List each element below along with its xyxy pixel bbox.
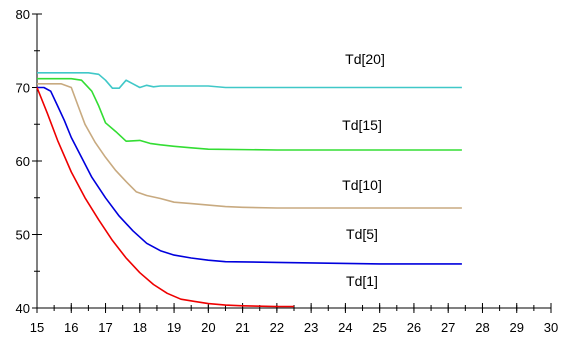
series-label: Td[1]: [346, 273, 378, 289]
series-label: Td[10]: [342, 177, 382, 193]
series-line-td5: [37, 86, 462, 265]
series-line-td20: [37, 72, 462, 89]
x-tick-label: 26: [407, 320, 421, 335]
series-label: Td[15]: [342, 117, 382, 133]
x-tick-label: 28: [475, 320, 489, 335]
y-tick-label: 70: [16, 81, 30, 96]
x-tick-label: 25: [372, 320, 386, 335]
series-label: Td[5]: [346, 226, 378, 242]
x-tick-label: 17: [98, 320, 112, 335]
x-tick-label: 24: [338, 320, 352, 335]
series-line-td15: [37, 77, 462, 151]
x-tick-label: 30: [544, 320, 558, 335]
x-tick-label: 19: [167, 320, 181, 335]
x-tick-label: 15: [30, 320, 44, 335]
series-label: Td[20]: [345, 51, 385, 67]
x-tick-label: 23: [304, 320, 318, 335]
y-tick-label: 50: [16, 228, 30, 243]
x-tick-label: 20: [201, 320, 215, 335]
y-tick-label: 80: [16, 7, 30, 22]
x-tick-label: 16: [64, 320, 78, 335]
y-tick-label: 40: [16, 301, 30, 316]
y-tick-label: 60: [16, 154, 30, 169]
x-tick-label: 27: [441, 320, 455, 335]
x-tick-label: 18: [133, 320, 147, 335]
series-line-td1: [36, 87, 294, 308]
x-tick-label: 21: [235, 320, 249, 335]
x-tick-label: 29: [509, 320, 523, 335]
series-line-td10: [37, 83, 462, 209]
x-tick-label: 22: [270, 320, 284, 335]
